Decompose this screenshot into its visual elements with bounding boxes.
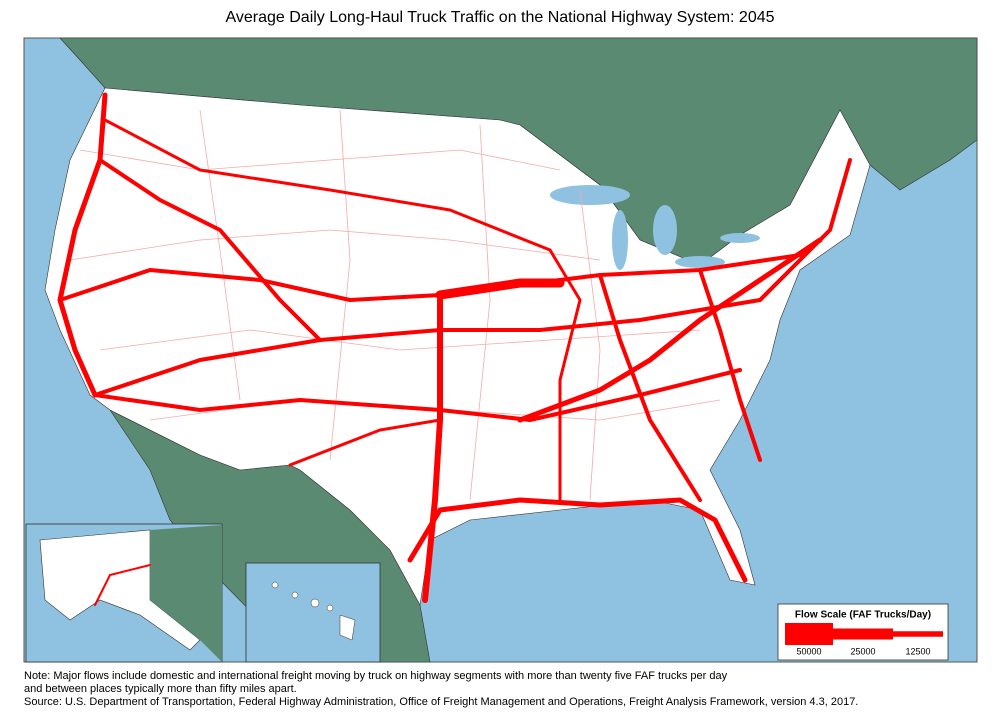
note-line: and between places typically more than f… <box>24 683 297 695</box>
legend-label: 12500 <box>905 646 930 656</box>
legend-title: Flow Scale (FAF Trucks/Day) <box>795 610 931 621</box>
map-title: Average Daily Long-Haul Truck Traffic on… <box>225 9 774 26</box>
hawaii-inset <box>245 562 381 663</box>
legend-items: 50000 25000 12500 <box>785 623 943 656</box>
alaska-route <box>94 564 151 606</box>
alaska-canada <box>150 525 222 662</box>
legend-bar <box>893 631 943 637</box>
legend-bar <box>785 623 833 645</box>
source-line: Source: U.S. Department of Transportatio… <box>24 696 858 708</box>
legend-bar <box>833 628 893 640</box>
major-routes <box>57 92 852 603</box>
note-line: Note: Major flows include domestic and i… <box>24 670 728 682</box>
lakes <box>550 185 760 270</box>
legend-label: 50000 <box>796 646 821 656</box>
hawaii <box>271 581 356 641</box>
legend-label: 25000 <box>850 646 875 656</box>
